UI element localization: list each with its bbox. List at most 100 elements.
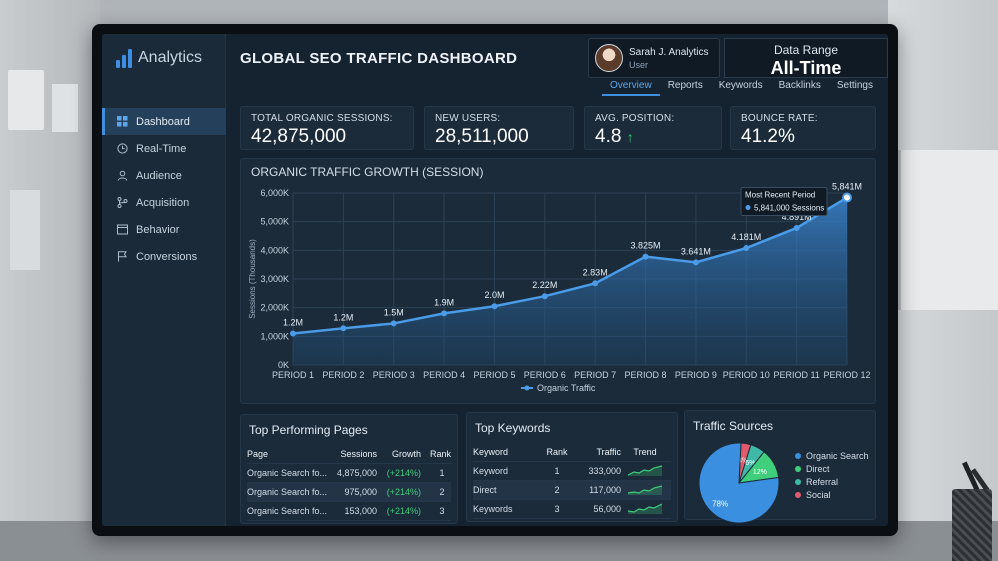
- tab-bar: Overview Reports Keywords Backlinks Sett…: [602, 80, 881, 96]
- card-title: Top Performing Pages: [249, 423, 368, 437]
- top-pages-card: Top Performing Pages Page Sessions Growt…: [240, 414, 458, 524]
- data-point[interactable]: [491, 303, 498, 310]
- card-title: Top Keywords: [475, 421, 551, 435]
- y-tick-label: 0K: [278, 360, 289, 370]
- table-row[interactable]: Direct 2 117,000: [473, 481, 671, 500]
- data-point[interactable]: [642, 253, 649, 260]
- y-tick-label: 6,000K: [260, 188, 289, 198]
- sidebar-item-dashboard[interactable]: Dashboard: [102, 108, 226, 135]
- y-tick-label: 5,000K: [260, 217, 289, 227]
- legend-label: Organic Traffic: [537, 383, 596, 393]
- y-tick-label: 2,000K: [260, 303, 289, 313]
- column-header: Keyword: [473, 447, 509, 457]
- bar-chart-icon: [116, 48, 132, 68]
- kpi-value-text: 4.8: [595, 126, 622, 147]
- trend-sparkline: [621, 502, 669, 516]
- x-tick-label: PERIOD 12: [823, 370, 870, 380]
- column-header: Page: [247, 449, 269, 459]
- table-row[interactable]: Keyword 1 333,000: [473, 462, 671, 481]
- top-keywords-table: Keyword Rank Traffic Trend Keyword 1 333…: [473, 443, 671, 519]
- kpi-value: 28,511,000: [435, 126, 529, 147]
- tab-reports[interactable]: Reports: [667, 80, 703, 91]
- date-range-selector[interactable]: Data Range All-Time: [724, 38, 888, 78]
- x-tick-label: PERIOD 7: [574, 370, 616, 380]
- data-label: 1.5M: [384, 307, 404, 317]
- tab-settings[interactable]: Settings: [836, 80, 873, 91]
- legend-item[interactable]: Social: [795, 488, 869, 501]
- traffic-sources-pie: 4%6% 12% 78%: [698, 442, 780, 524]
- x-tick-label: PERIOD 1: [272, 370, 314, 380]
- table-row[interactable]: Organic Search fo... 153,000 (+214%) 3: [247, 502, 451, 521]
- tab-keywords[interactable]: Keywords: [718, 80, 763, 91]
- data-label: 2.83M: [583, 267, 608, 277]
- chart-legend[interactable]: Organic Traffic: [521, 383, 596, 393]
- series-area: [293, 197, 847, 365]
- data-point[interactable]: [692, 259, 699, 266]
- x-tick-label: PERIOD 4: [423, 370, 465, 380]
- sidebar-item-audience[interactable]: Audience: [102, 162, 226, 189]
- sessions: 975,000: [344, 487, 377, 497]
- data-point[interactable]: [441, 310, 448, 317]
- traffic: 117,000: [589, 485, 621, 495]
- column-header: Sessions: [340, 449, 377, 459]
- sidebar-item-label: Real-Time: [136, 142, 187, 155]
- data-label: 1.2M: [283, 317, 303, 327]
- data-point[interactable]: [842, 192, 852, 203]
- date-range-label: Data Range: [773, 43, 839, 57]
- table-row[interactable]: Organic Search fo... 975,000 (+214%) 2: [247, 483, 451, 502]
- keyword: Keyword: [473, 466, 509, 476]
- data-point[interactable]: [592, 280, 599, 287]
- data-point[interactable]: [290, 330, 296, 337]
- sidebar-item-label: Conversions: [136, 250, 198, 263]
- tooltip-text: 5,841,000 Sessions: [754, 204, 824, 213]
- data-point[interactable]: [541, 293, 548, 300]
- kpi-label: AVG. POSITION:: [595, 113, 675, 124]
- tab-backlinks[interactable]: Backlinks: [778, 80, 821, 91]
- growth: (+214%): [386, 468, 421, 478]
- data-label: 4.891M: [782, 212, 812, 222]
- x-tick-label: PERIOD 6: [524, 370, 566, 380]
- data-point[interactable]: [390, 320, 397, 327]
- brand[interactable]: Analytics: [116, 48, 202, 68]
- annotation-tooltip: Most Recent Period 5,841,000 Sessions: [740, 187, 828, 217]
- data-label: 3.641M: [681, 246, 711, 256]
- data-label: 2.0M: [484, 290, 504, 300]
- user-profile[interactable]: Sarah J. Analytics User: [588, 38, 720, 78]
- traffic-growth-chart: 0K 1,000K 2,000K 3,000K 4,000K 5,000K 6,000K PE…: [248, 182, 871, 393]
- legend-item[interactable]: Direct: [795, 462, 869, 475]
- data-point[interactable]: [743, 245, 750, 252]
- kpi-new-users: NEW USERS: 28,511,000: [424, 106, 574, 150]
- column-header: Growth: [391, 449, 421, 459]
- chart-title: ORGANIC TRAFFIC GROWTH (SESSION): [251, 165, 484, 179]
- sidebar-item-conversions[interactable]: Conversions: [102, 243, 226, 270]
- column-header: Rank: [546, 447, 568, 457]
- sidebar-item-real-time[interactable]: Real-Time: [102, 135, 226, 162]
- legend-item[interactable]: Organic Search: [795, 449, 869, 462]
- y-tick-label: 4,000K: [260, 245, 289, 255]
- data-point[interactable]: [340, 325, 347, 332]
- pen-holder: [952, 489, 992, 561]
- tab-overview[interactable]: Overview: [602, 80, 660, 96]
- tooltip-swatch: [745, 205, 751, 211]
- keyword: Direct: [473, 485, 497, 495]
- pie-slice[interactable]: [698, 442, 780, 524]
- data-point[interactable]: [793, 224, 800, 231]
- table-row[interactable]: Organic Search fo... 4,875,000 (+214%) 1: [247, 464, 451, 483]
- page-name: Organic Search fo...: [247, 468, 328, 478]
- sidebar-item-acquisition[interactable]: Acquisition: [102, 189, 226, 216]
- table-header: Page Sessions Growth Rank: [247, 445, 451, 464]
- rank: 2: [554, 485, 560, 495]
- y-axis-label: Sessions (Thousands): [248, 239, 257, 319]
- sidebar-item-behavior[interactable]: Behavior: [102, 216, 226, 243]
- brand-name: Analytics: [138, 49, 203, 66]
- growth: (+214%): [386, 506, 421, 516]
- user-name: Sarah J. Analytics: [629, 46, 709, 58]
- data-label: 4.181M: [731, 232, 761, 242]
- x-tick-label: PERIOD 3: [373, 370, 415, 380]
- page-name: Organic Search fo...: [247, 487, 328, 497]
- flag-icon: [116, 250, 128, 263]
- x-tick-label: PERIOD 10: [723, 370, 770, 380]
- traffic: 56,000: [593, 504, 621, 514]
- legend-item[interactable]: Referral: [795, 475, 869, 488]
- table-row[interactable]: Keywords 3 56,000: [473, 500, 671, 519]
